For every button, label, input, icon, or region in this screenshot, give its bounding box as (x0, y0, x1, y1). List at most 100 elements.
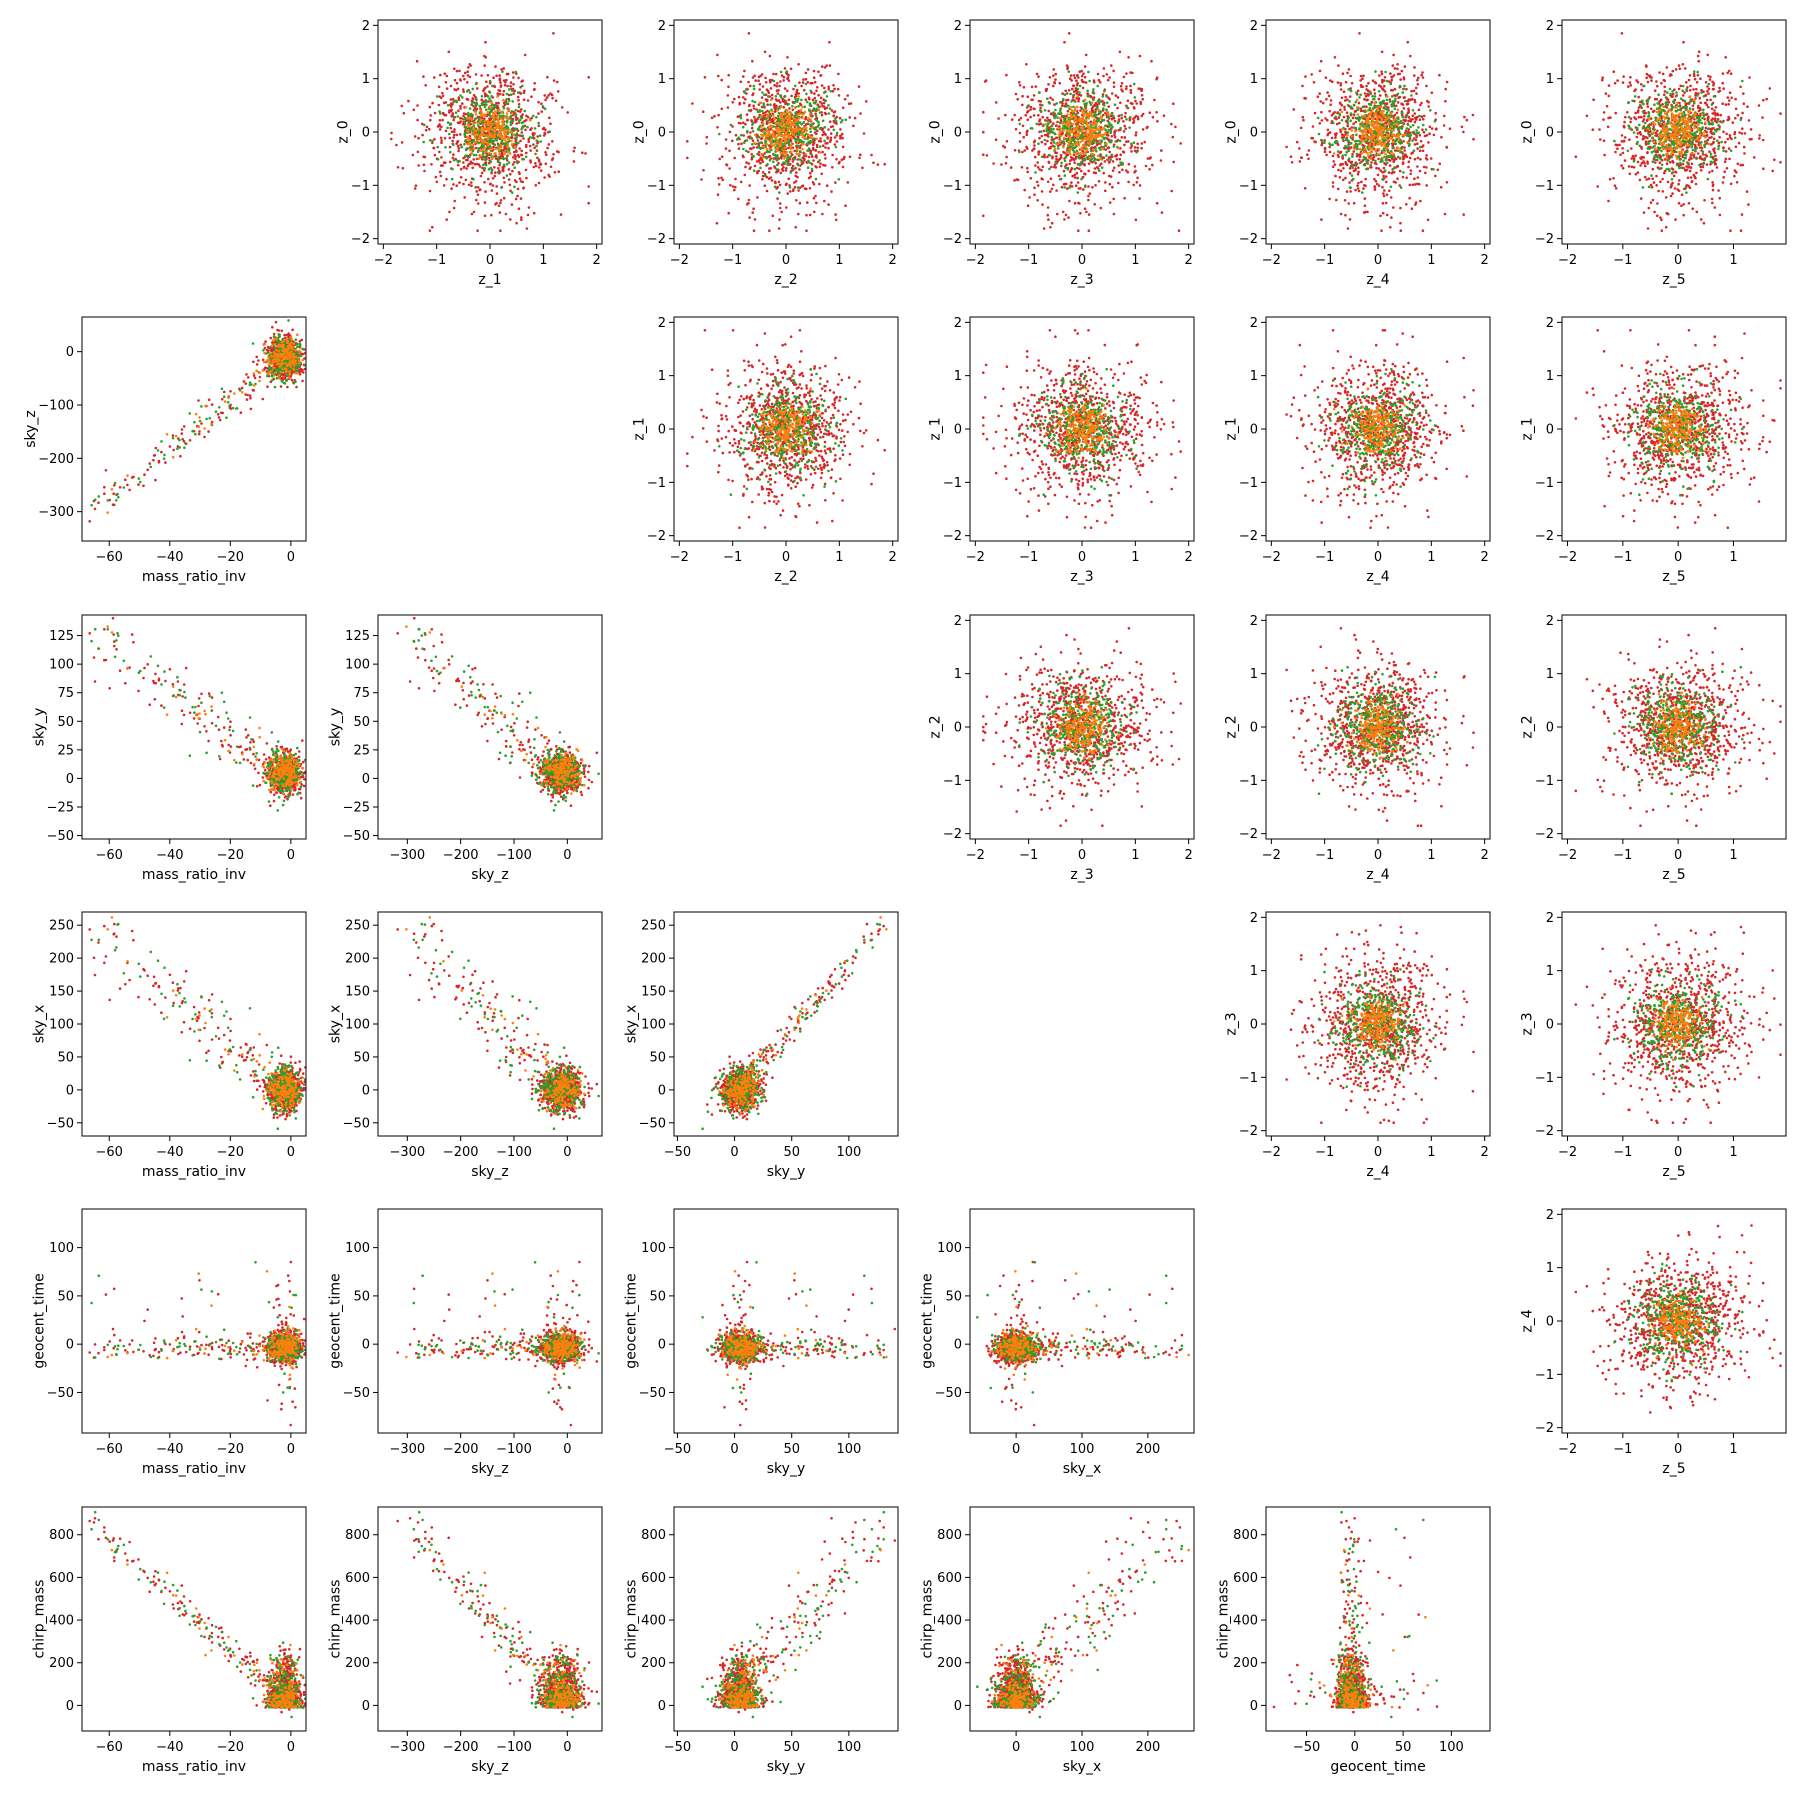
data-point (799, 164, 802, 167)
data-point (1290, 161, 1294, 164)
data-point (505, 156, 509, 160)
data-point (1385, 193, 1389, 196)
data-point (834, 218, 838, 222)
data-point (1359, 74, 1363, 78)
data-point (1118, 50, 1122, 54)
data-point (455, 184, 459, 187)
data-point (837, 178, 841, 181)
data-point (1083, 151, 1087, 155)
data-point (533, 127, 537, 130)
data-point (508, 152, 512, 155)
data-point (518, 118, 522, 122)
data-point (1067, 32, 1071, 35)
data-point (1108, 121, 1111, 124)
data-point (452, 136, 456, 139)
data-point (1109, 131, 1112, 135)
data-point (776, 138, 780, 141)
data-point (799, 108, 803, 112)
data-point (1083, 185, 1087, 189)
data-point (424, 84, 428, 87)
data-point (1060, 185, 1064, 189)
data-point (820, 113, 824, 117)
data-point (1112, 197, 1115, 201)
data-point (1058, 121, 1062, 125)
data-point (1051, 139, 1055, 142)
data-point (743, 173, 747, 177)
data-point (747, 150, 750, 154)
data-point (1381, 81, 1384, 84)
data-point (778, 218, 781, 221)
data-point (1074, 151, 1078, 155)
data-point (413, 187, 417, 190)
data-point (834, 145, 838, 149)
data-point (807, 133, 810, 137)
data-point (501, 70, 504, 73)
data-point (748, 216, 751, 219)
data-point (529, 149, 532, 152)
data-point (1129, 88, 1133, 92)
data-point (493, 135, 496, 139)
data-point (751, 143, 754, 146)
data-point (1160, 211, 1164, 214)
data-point (470, 117, 473, 121)
data-point (759, 147, 762, 150)
data-point (433, 111, 437, 115)
data-point (1138, 184, 1142, 187)
data-point (484, 123, 488, 126)
data-point (776, 131, 780, 134)
data-point (493, 112, 496, 116)
data-point (1017, 118, 1021, 122)
data-point (474, 82, 478, 86)
data-point (1064, 213, 1068, 217)
data-point (513, 166, 516, 169)
data-point (484, 163, 488, 167)
data-point (1385, 102, 1389, 105)
data-point (1081, 107, 1084, 111)
data-point (475, 198, 478, 202)
data-point (728, 130, 732, 134)
data-point (1079, 140, 1082, 144)
data-point (725, 163, 728, 166)
data-point (1056, 160, 1059, 163)
data-point (826, 141, 829, 145)
data-point (771, 214, 775, 218)
data-point (1051, 98, 1054, 101)
data-point (1077, 229, 1080, 232)
data-point (490, 171, 493, 175)
data-point (1050, 112, 1053, 115)
data-point (497, 167, 500, 170)
data-point (1102, 145, 1106, 149)
data-point (982, 110, 985, 114)
data-point (480, 98, 484, 102)
data-point (1399, 221, 1402, 225)
data-point (1069, 92, 1072, 96)
data-point (1120, 116, 1123, 120)
data-point (1112, 69, 1115, 73)
data-point (471, 149, 475, 153)
data-point (1092, 81, 1096, 84)
data-point (486, 73, 490, 77)
data-point (1096, 99, 1100, 103)
data-point (1314, 140, 1317, 144)
data-point (720, 107, 724, 111)
data-point (463, 121, 467, 125)
data-point (501, 137, 504, 141)
data-point (1066, 168, 1070, 171)
y-tick-label: 0 (362, 126, 370, 141)
data-point (1110, 135, 1114, 138)
data-point (1043, 153, 1046, 157)
data-point (532, 211, 536, 215)
data-point (1057, 174, 1061, 178)
data-point (1358, 155, 1362, 158)
data-point (1335, 122, 1339, 126)
data-point (848, 116, 851, 119)
data-point (739, 116, 743, 120)
data-point (1347, 68, 1351, 71)
data-point (516, 153, 520, 157)
data-point (1117, 164, 1120, 167)
data-point (559, 213, 563, 216)
data-point (462, 118, 466, 121)
data-point (467, 139, 471, 142)
data-point (1373, 186, 1377, 189)
data-point (784, 169, 788, 172)
